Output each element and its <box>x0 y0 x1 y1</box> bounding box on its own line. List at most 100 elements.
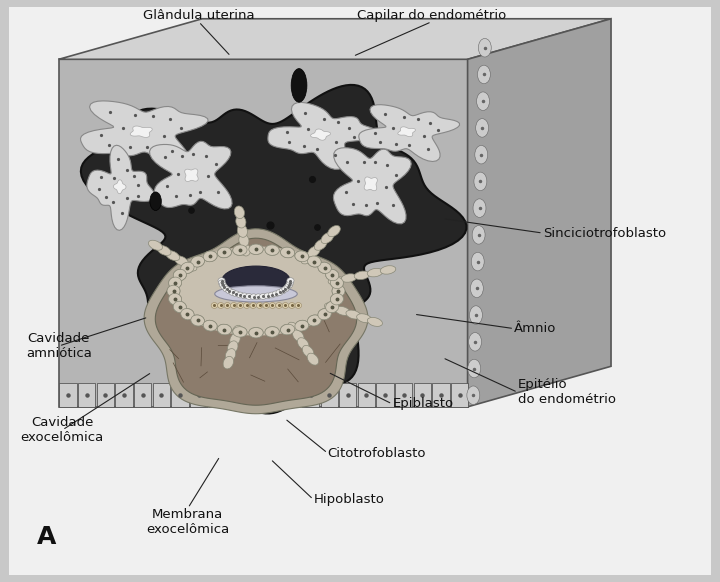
Ellipse shape <box>269 303 276 308</box>
Ellipse shape <box>265 327 279 337</box>
Polygon shape <box>228 382 245 407</box>
Ellipse shape <box>233 327 247 337</box>
Ellipse shape <box>255 294 262 300</box>
Ellipse shape <box>168 277 181 289</box>
Ellipse shape <box>174 269 186 281</box>
Ellipse shape <box>295 303 302 308</box>
Ellipse shape <box>217 303 224 308</box>
Ellipse shape <box>228 341 238 353</box>
Text: Epiblasto: Epiblasto <box>392 398 454 410</box>
Ellipse shape <box>281 247 294 258</box>
Ellipse shape <box>474 172 487 191</box>
Ellipse shape <box>203 320 217 331</box>
Polygon shape <box>81 85 467 413</box>
Ellipse shape <box>217 247 232 258</box>
Ellipse shape <box>287 280 294 286</box>
Polygon shape <box>268 102 379 169</box>
Ellipse shape <box>148 240 163 250</box>
Ellipse shape <box>265 245 279 255</box>
Ellipse shape <box>286 282 293 288</box>
Ellipse shape <box>230 333 240 346</box>
Ellipse shape <box>468 359 481 378</box>
Ellipse shape <box>259 293 266 299</box>
Ellipse shape <box>183 261 197 271</box>
Polygon shape <box>209 382 226 407</box>
Ellipse shape <box>478 38 491 57</box>
Ellipse shape <box>181 308 194 320</box>
Ellipse shape <box>346 310 361 319</box>
Text: Capilar do endométrio: Capilar do endométrio <box>357 9 506 22</box>
Ellipse shape <box>307 256 321 267</box>
Ellipse shape <box>250 294 257 300</box>
Polygon shape <box>78 382 95 407</box>
Ellipse shape <box>279 288 287 294</box>
Ellipse shape <box>250 303 256 308</box>
Polygon shape <box>398 127 415 137</box>
Ellipse shape <box>469 306 482 324</box>
Ellipse shape <box>170 246 342 336</box>
Ellipse shape <box>282 303 289 308</box>
Text: Sinciciotrofoblasto: Sinciciotrofoblasto <box>543 226 666 240</box>
Ellipse shape <box>318 262 331 274</box>
Polygon shape <box>60 382 77 407</box>
Ellipse shape <box>354 271 370 279</box>
Ellipse shape <box>232 325 243 338</box>
Ellipse shape <box>325 303 340 312</box>
Ellipse shape <box>281 324 294 335</box>
Ellipse shape <box>215 286 297 302</box>
Ellipse shape <box>301 253 313 264</box>
Polygon shape <box>144 229 368 414</box>
Text: Membrana
exocelômica: Membrana exocelômica <box>146 508 230 536</box>
Polygon shape <box>87 146 155 230</box>
Ellipse shape <box>472 226 485 244</box>
Ellipse shape <box>295 251 309 262</box>
Polygon shape <box>451 382 468 407</box>
Ellipse shape <box>321 232 333 243</box>
Ellipse shape <box>191 256 204 267</box>
Ellipse shape <box>203 251 217 262</box>
Ellipse shape <box>477 65 490 84</box>
Ellipse shape <box>191 315 204 326</box>
Polygon shape <box>81 101 208 166</box>
Ellipse shape <box>356 314 372 323</box>
Ellipse shape <box>221 284 228 290</box>
Ellipse shape <box>307 315 321 326</box>
Ellipse shape <box>276 303 282 308</box>
Text: Glândula uterina: Glândula uterina <box>143 9 254 22</box>
Polygon shape <box>395 382 413 407</box>
Ellipse shape <box>307 256 321 267</box>
Ellipse shape <box>265 245 279 255</box>
Text: Cavidade
exocelômica: Cavidade exocelômica <box>21 416 104 444</box>
Ellipse shape <box>237 292 244 298</box>
Ellipse shape <box>234 206 245 219</box>
Ellipse shape <box>307 246 320 257</box>
Ellipse shape <box>265 327 279 337</box>
Polygon shape <box>433 382 450 407</box>
Ellipse shape <box>295 320 309 331</box>
Ellipse shape <box>328 276 343 285</box>
Text: Epitélio
do endométrio: Epitélio do endométrio <box>518 378 616 406</box>
Ellipse shape <box>284 284 291 290</box>
Ellipse shape <box>295 251 309 262</box>
Ellipse shape <box>476 119 489 137</box>
Polygon shape <box>171 382 189 407</box>
Ellipse shape <box>249 328 264 338</box>
Ellipse shape <box>181 262 194 274</box>
Ellipse shape <box>325 269 339 281</box>
Ellipse shape <box>233 291 240 297</box>
Text: Cavidade
amniótica: Cavidade amniótica <box>26 332 91 360</box>
Ellipse shape <box>282 286 289 292</box>
Polygon shape <box>364 177 377 191</box>
Polygon shape <box>467 19 611 407</box>
Text: Citotrofoblasto: Citotrofoblasto <box>328 446 426 460</box>
Ellipse shape <box>330 277 343 289</box>
Ellipse shape <box>181 262 194 274</box>
Ellipse shape <box>223 356 233 369</box>
Polygon shape <box>339 382 356 407</box>
Ellipse shape <box>239 234 249 247</box>
Ellipse shape <box>229 289 236 295</box>
Ellipse shape <box>272 291 279 297</box>
Ellipse shape <box>318 262 331 274</box>
Polygon shape <box>302 382 319 407</box>
Ellipse shape <box>246 293 253 299</box>
